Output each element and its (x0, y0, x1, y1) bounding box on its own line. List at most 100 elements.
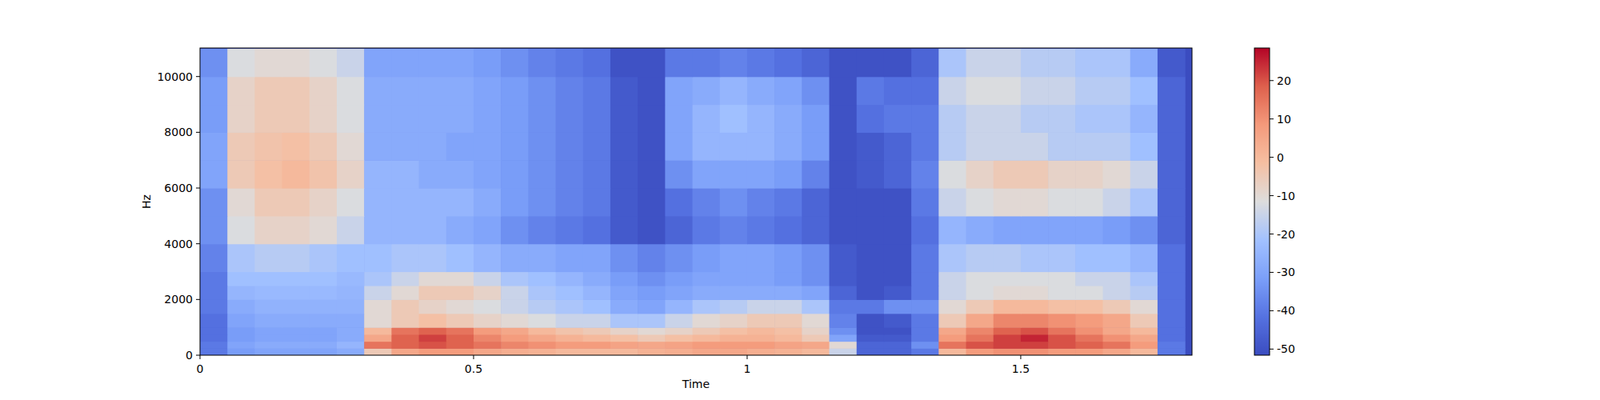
cell (391, 299, 420, 314)
cell (664, 334, 693, 342)
cell (664, 160, 693, 188)
cell (556, 244, 584, 272)
cell (1020, 104, 1049, 133)
cell (500, 132, 529, 160)
cell (336, 313, 365, 328)
cell (801, 160, 830, 188)
cell (227, 334, 256, 342)
cell (556, 188, 584, 216)
cell (637, 188, 666, 216)
cell (336, 327, 365, 335)
cell (692, 334, 721, 342)
cell (966, 272, 995, 287)
cell (720, 272, 748, 287)
cell (336, 76, 365, 105)
y-tick (196, 299, 200, 300)
cell (911, 272, 940, 287)
cell (446, 272, 475, 287)
cell (801, 272, 830, 287)
cell (391, 48, 420, 77)
cell (993, 216, 1022, 244)
cell (747, 348, 776, 356)
cell (747, 244, 776, 272)
colorbar-tick-label: -50 (1276, 342, 1296, 356)
cell (692, 327, 721, 335)
cell (884, 334, 912, 342)
cell (1103, 132, 1132, 160)
cell (473, 104, 502, 133)
colorbar-tick (1269, 272, 1274, 273)
cell (692, 188, 721, 216)
cell (911, 299, 940, 314)
cell (583, 272, 612, 287)
cell (692, 341, 721, 349)
cell (528, 216, 556, 244)
plot-frame (200, 48, 1192, 356)
cell (1048, 160, 1076, 188)
x-tick (1020, 355, 1021, 360)
cell (774, 160, 803, 188)
cell (1048, 272, 1076, 287)
cell (1048, 104, 1076, 133)
cell (254, 48, 283, 77)
cell (856, 244, 885, 272)
cell (1130, 341, 1159, 349)
cell (829, 48, 858, 77)
cell (446, 160, 475, 188)
cell (1048, 244, 1076, 272)
cell (911, 341, 940, 349)
cell (993, 299, 1022, 314)
cell (1103, 327, 1132, 335)
cell (364, 188, 392, 216)
cell (664, 104, 693, 133)
cell (801, 341, 830, 349)
cell (1075, 216, 1104, 244)
cell (610, 285, 639, 300)
cell (528, 341, 556, 349)
cell (1075, 327, 1104, 335)
cell (419, 216, 448, 244)
cell (528, 104, 556, 133)
cell (528, 334, 556, 342)
cell (254, 188, 283, 216)
cell (801, 348, 830, 356)
colorbar-tick-label: -30 (1276, 265, 1296, 279)
cell (419, 76, 448, 105)
cell (1130, 348, 1159, 356)
cell (801, 188, 830, 216)
cell (446, 188, 475, 216)
cell (1020, 299, 1049, 314)
cell (610, 272, 639, 287)
y-tick-label: 8000 (164, 125, 193, 139)
cell (364, 299, 392, 314)
cell (747, 76, 776, 105)
cell (364, 104, 392, 133)
cell (884, 272, 912, 287)
cell (200, 313, 228, 328)
cell (884, 132, 912, 160)
cell (556, 285, 584, 300)
cell (254, 244, 283, 272)
cell (473, 341, 502, 349)
cell (610, 334, 639, 342)
cell (938, 76, 967, 105)
cell (364, 216, 392, 244)
cell (829, 313, 858, 328)
cell (774, 104, 803, 133)
cell (720, 285, 748, 300)
plot-background (200, 48, 1192, 356)
cell (1048, 313, 1076, 328)
cell (528, 299, 556, 314)
cell (692, 104, 721, 133)
cell (637, 285, 666, 300)
cell (473, 334, 502, 342)
cell (227, 244, 256, 272)
cell (446, 104, 475, 133)
colorbar (1254, 48, 1270, 356)
cell (692, 160, 721, 188)
cell (282, 313, 311, 328)
cell (938, 48, 967, 77)
cell (282, 132, 311, 160)
cell (500, 272, 529, 287)
cell (966, 48, 995, 77)
